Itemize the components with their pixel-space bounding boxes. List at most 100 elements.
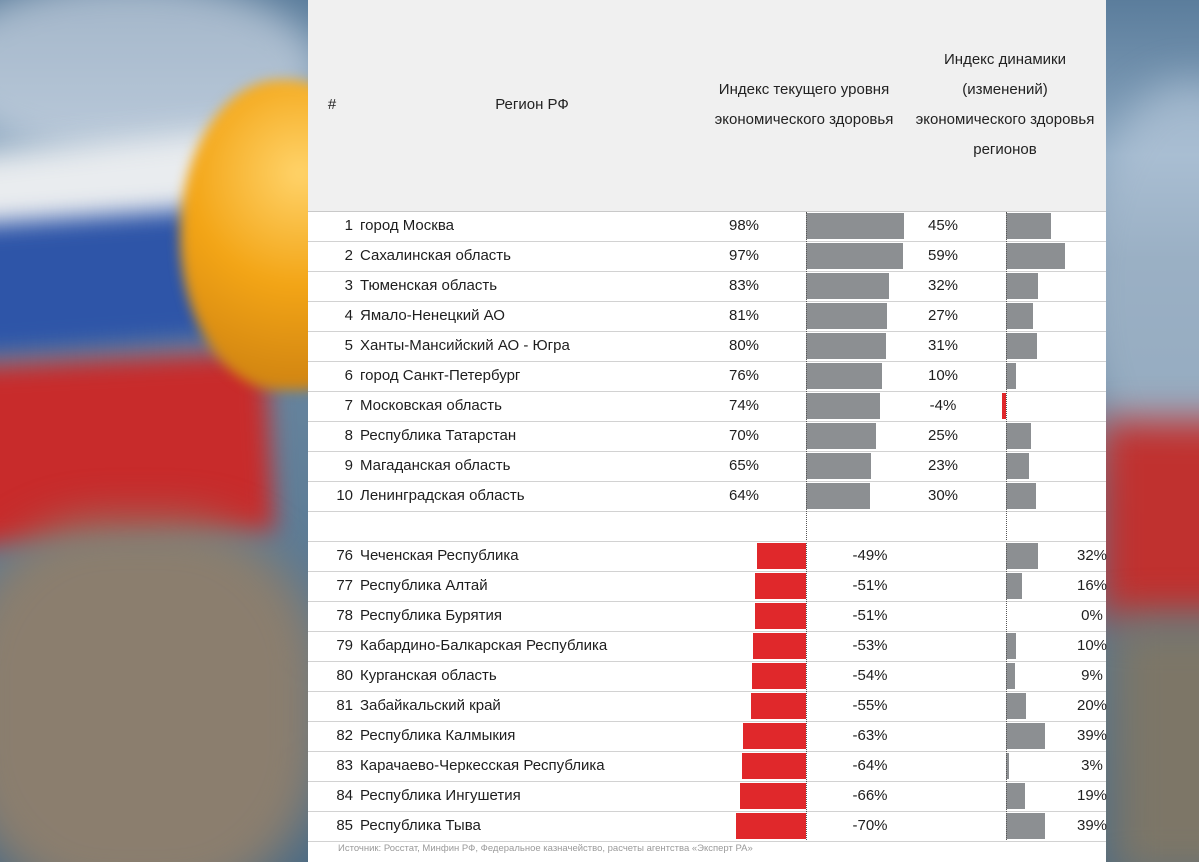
label-current-index: -51% — [852, 577, 888, 594]
label-current-index: -63% — [852, 727, 888, 744]
header-dynamics-line: Индекс динамики — [944, 51, 1066, 68]
label-current-index: -64% — [852, 757, 888, 774]
row-region: Чеченская Республика — [360, 547, 519, 564]
label-dynamics-index: 0% — [1081, 607, 1103, 624]
bar-current-index — [743, 723, 806, 749]
bar-current-index — [806, 423, 876, 449]
row-rank: 1 — [344, 217, 353, 234]
label-current-index: -55% — [852, 697, 888, 714]
row-region: Забайкальский край — [360, 697, 501, 714]
bar-dynamics-index — [1006, 693, 1026, 719]
header-current-line: экономического здоровья — [714, 111, 894, 128]
table-row: 1 город Москва 98% 45% — [308, 211, 1106, 242]
background-land — [1110, 620, 1199, 862]
row-region: Ленинградская область — [360, 487, 525, 504]
row-region: Республика Калмыкия — [360, 727, 516, 744]
bar-dynamics-index — [1006, 243, 1065, 269]
bar-current-index — [806, 243, 903, 269]
label-current-index: 74% — [728, 397, 760, 414]
label-dynamics-index: 10% — [927, 367, 959, 384]
axis-dynamics-index — [1006, 212, 1007, 840]
background-land-red — [1100, 420, 1199, 620]
bar-dynamics-index — [1006, 753, 1009, 779]
bar-current-index — [755, 603, 806, 629]
table-row: 85 Республика Тыва -70% 39% — [308, 811, 1107, 842]
label-current-index: -66% — [852, 787, 888, 804]
row-rank: 83 — [336, 757, 353, 774]
bar-dynamics-index — [1006, 213, 1051, 239]
table-row: 7 Московская область 74% -4% — [308, 391, 1106, 422]
label-dynamics-index: 39% — [1076, 817, 1108, 834]
label-dynamics-index: 9% — [1081, 667, 1103, 684]
table-row: 76 Чеченская Республика -49% 32% — [308, 541, 1107, 572]
label-current-index: 80% — [728, 337, 760, 354]
bar-current-index — [806, 333, 886, 359]
table-row: 9 Магаданская область 65% 23% — [308, 451, 1106, 482]
bar-dynamics-index — [1006, 723, 1045, 749]
table-row: 10 Ленинградская область 64% 30% — [308, 481, 1106, 512]
label-current-index: -54% — [852, 667, 888, 684]
row-rank: 7 — [344, 397, 353, 414]
row-rank: 9 — [344, 457, 353, 474]
header-dynamics-line: регионов — [973, 141, 1037, 158]
table-row: 81 Забайкальский край -55% 20% — [308, 691, 1107, 722]
label-dynamics-index: 45% — [927, 217, 959, 234]
table-row: 4 Ямало-Ненецкий АО 81% 27% — [308, 301, 1106, 332]
row-region: Республика Ингушетия — [360, 787, 521, 804]
label-current-index: 83% — [728, 277, 760, 294]
table-row: 84 Республика Ингушетия -66% 19% — [308, 781, 1107, 812]
header-dynamics-line: (изменений) — [962, 81, 1048, 98]
table-row: 82 Республика Калмыкия -63% 39% — [308, 721, 1107, 752]
label-current-index: -70% — [852, 817, 888, 834]
label-dynamics-index: 20% — [1076, 697, 1108, 714]
bar-dynamics-index — [1006, 483, 1036, 509]
bar-dynamics-index — [1006, 423, 1031, 449]
label-dynamics-index: 59% — [927, 247, 959, 264]
header-number: # — [327, 96, 337, 113]
row-rank: 78 — [336, 607, 353, 624]
label-current-index: 64% — [728, 487, 760, 504]
table-row: 5 Ханты-Мансийский АО - Югра 80% 31% — [308, 331, 1106, 362]
bar-dynamics-index — [1006, 633, 1016, 659]
header-current-line: Индекс текущего уровня — [718, 81, 890, 98]
bar-current-index — [755, 573, 806, 599]
table-row: 3 Тюменская область 83% 32% — [308, 271, 1106, 302]
bar-dynamics-index — [1006, 363, 1016, 389]
bar-dynamics-index — [1006, 273, 1038, 299]
table-row: 83 Карачаево-Черкесская Республика -64% 3% — [308, 751, 1106, 782]
row-region: Ханты-Мансийский АО - Югра — [360, 337, 570, 354]
bar-current-index — [751, 693, 806, 719]
label-dynamics-index: 27% — [927, 307, 959, 324]
label-dynamics-index: 32% — [927, 277, 959, 294]
bar-current-index — [806, 483, 870, 509]
table-row: 80 Курганская область -54% 9% — [308, 661, 1106, 692]
row-rank: 4 — [344, 307, 353, 324]
row-rank: 8 — [344, 427, 353, 444]
bar-dynamics-index — [1006, 783, 1025, 809]
bar-dynamics-index — [1006, 573, 1022, 599]
row-rank: 76 — [336, 547, 353, 564]
bar-dynamics-index — [1006, 543, 1038, 569]
label-dynamics-index: 39% — [1076, 727, 1108, 744]
row-rank: 81 — [336, 697, 353, 714]
bar-current-index — [806, 453, 871, 479]
label-current-index: 76% — [728, 367, 760, 384]
label-dynamics-index: 32% — [1076, 547, 1108, 564]
bar-current-index — [736, 813, 806, 839]
row-rank: 84 — [336, 787, 353, 804]
table-row: 8 Республика Татарстан 70% 25% — [308, 421, 1106, 452]
row-region: город Санкт-Петербург — [360, 367, 521, 384]
axis-current-index — [806, 212, 807, 840]
row-region: Московская область — [360, 397, 502, 414]
row-rank: 6 — [344, 367, 353, 384]
row-rank: 80 — [336, 667, 353, 684]
bar-current-index — [806, 393, 880, 419]
header-dynamics-index: Индекс динамики (изменений) экономическо… — [904, 45, 1106, 165]
label-current-index: -53% — [852, 637, 888, 654]
bar-current-index — [753, 633, 806, 659]
label-dynamics-index: 23% — [927, 457, 959, 474]
bar-current-index — [806, 363, 882, 389]
table-row: 79 Кабардино-Балкарская Республика -53% 10% — [308, 631, 1107, 662]
label-dynamics-index: 10% — [1076, 637, 1108, 654]
row-rank: 10 — [336, 487, 353, 504]
